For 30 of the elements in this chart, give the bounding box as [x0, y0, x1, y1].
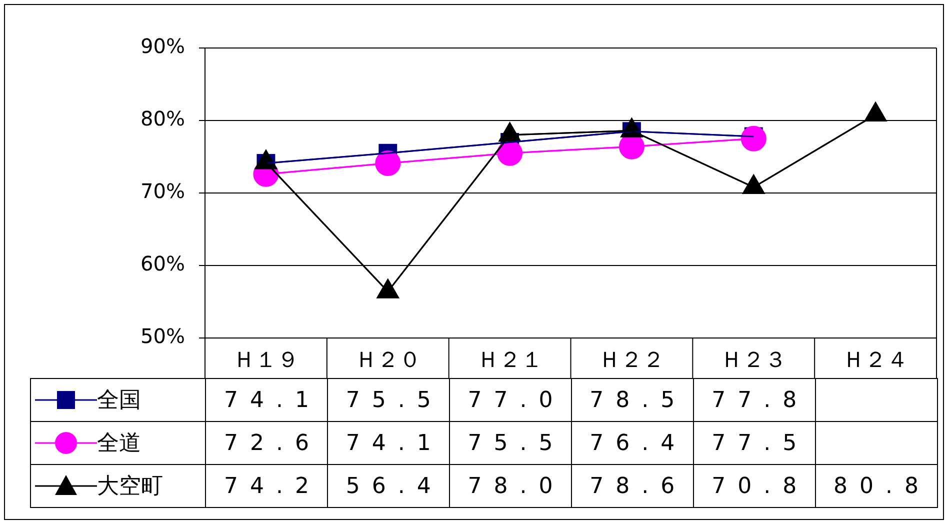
data-label: 72.6 — [206, 422, 328, 464]
x-tick-label: Ｈ２１ — [476, 348, 543, 373]
data-label: 78.0 — [449, 464, 572, 508]
y-tick-label: 80% — [140, 106, 185, 131]
legend-label: 全国 — [97, 388, 141, 412]
data-label: 76.4 — [571, 422, 694, 464]
data-label: 70.8 — [693, 464, 816, 508]
data-label: 75.5 — [449, 422, 572, 464]
data-label: 56.4 — [327, 464, 450, 508]
x-tick-label: Ｈ２２ — [598, 348, 665, 373]
data-label: 78.5 — [571, 378, 694, 422]
data-label: 77.0 — [449, 378, 572, 422]
x-tick-label: Ｈ１９ — [232, 348, 299, 373]
data-label: 77.5 — [693, 422, 816, 464]
data-label: 78.6 — [571, 464, 694, 508]
data-label: 77.8 — [693, 378, 816, 422]
y-tick-label: 50% — [140, 324, 185, 348]
x-tick-label: Ｈ２４ — [842, 348, 909, 373]
data-label: 75.5 — [327, 378, 450, 422]
data-label: 74.2 — [206, 464, 328, 508]
legend-label: 大空町 — [97, 474, 163, 498]
data-label: 74.1 — [327, 422, 450, 464]
data-label: 74.1 — [206, 378, 328, 422]
y-tick-label: 90% — [140, 34, 185, 58]
data-label: 80.8 — [815, 464, 937, 508]
x-tick-label: Ｈ２０ — [354, 348, 421, 373]
y-tick-label: 70% — [140, 179, 185, 204]
legend-label: 全道 — [97, 430, 141, 456]
x-tick-label: Ｈ２３ — [720, 348, 787, 373]
y-tick-label: 60% — [140, 252, 185, 276]
